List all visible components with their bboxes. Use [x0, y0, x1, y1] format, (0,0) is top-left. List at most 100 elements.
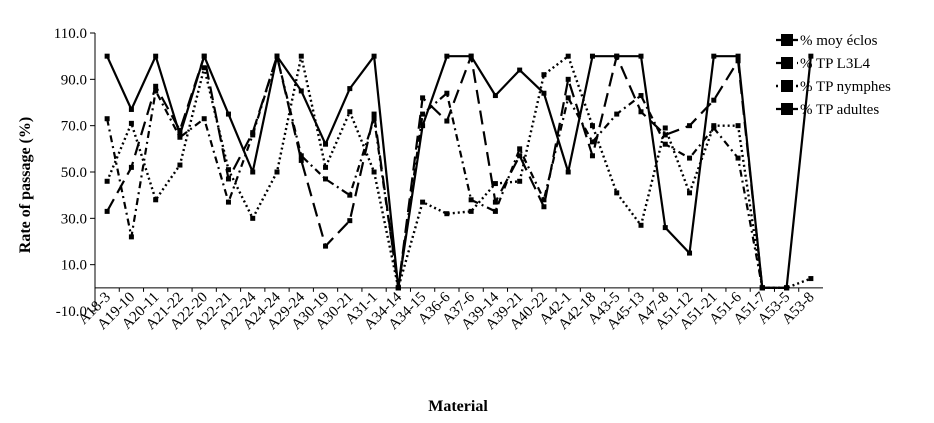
data-point — [104, 53, 110, 59]
data-point — [614, 53, 620, 59]
data-point — [468, 208, 474, 214]
data-point — [177, 127, 183, 133]
data-point — [735, 53, 741, 59]
legend-label: % TP L3L4 — [800, 56, 870, 72]
legend-label: % TP adultes — [800, 102, 879, 118]
data-point — [589, 139, 595, 145]
data-point — [274, 169, 280, 175]
data-point — [420, 199, 426, 205]
data-point — [177, 162, 183, 168]
legend-marker — [781, 103, 793, 115]
data-point — [565, 76, 571, 82]
data-point — [323, 141, 329, 147]
data-point — [492, 181, 498, 187]
data-point — [565, 95, 571, 101]
data-point — [517, 146, 523, 152]
data-point — [395, 285, 401, 291]
data-point — [468, 197, 474, 203]
data-point — [808, 53, 814, 59]
data-point — [347, 86, 353, 92]
data-point — [711, 53, 717, 59]
data-point — [735, 58, 741, 64]
data-point — [565, 53, 571, 59]
data-point — [177, 134, 183, 140]
data-point — [687, 123, 693, 129]
x-tick-labels: A18-3A19-10A20-11A21-22A22-20A22-21A22-2… — [76, 289, 818, 333]
data-point — [104, 208, 110, 214]
data-point — [711, 125, 717, 131]
data-point — [153, 88, 159, 94]
y-tick-label: 30.0 — [61, 211, 87, 227]
y-tick-label: 110.0 — [54, 26, 87, 42]
data-point — [517, 67, 523, 73]
data-point — [420, 95, 426, 101]
data-point — [614, 111, 620, 117]
data-point — [371, 111, 377, 117]
data-point — [589, 153, 595, 159]
data-point — [541, 197, 547, 203]
data-point — [662, 141, 668, 147]
data-point — [638, 109, 644, 115]
data-point — [444, 118, 450, 124]
data-point — [638, 93, 644, 99]
data-point — [298, 88, 304, 94]
data-point — [444, 53, 450, 59]
data-point — [250, 169, 256, 175]
legend: % moy éclos % TP L3L4 % TP nymphes % TP adu… — [776, 33, 891, 118]
data-point — [371, 169, 377, 175]
data-point — [541, 72, 547, 78]
legend-label: % TP nymphes — [800, 79, 891, 95]
data-point — [225, 167, 231, 173]
data-point — [662, 125, 668, 131]
data-point — [371, 53, 377, 59]
data-point — [735, 155, 741, 161]
data-point — [589, 53, 595, 59]
data-point — [201, 53, 207, 59]
legend-label: % moy éclos — [800, 33, 878, 49]
legend-marker — [781, 34, 793, 46]
data-point — [104, 178, 110, 184]
data-point — [347, 218, 353, 224]
data-point — [371, 116, 377, 122]
y-axis-title: Rate of passage (%) — [17, 117, 34, 253]
series-line-1 — [106, 55, 812, 289]
data-point — [784, 285, 790, 291]
data-point — [420, 123, 426, 129]
data-point — [225, 176, 231, 182]
data-point — [201, 116, 207, 122]
y-tick-label: 50.0 — [61, 165, 87, 181]
data-point — [614, 190, 620, 196]
data-point — [153, 53, 159, 59]
data-point — [687, 250, 693, 256]
data-point — [201, 65, 207, 71]
y-tick-label: 70.0 — [61, 119, 87, 135]
data-point — [444, 90, 450, 96]
data-point — [298, 53, 304, 59]
data-point — [128, 106, 134, 112]
data-point — [565, 169, 571, 175]
data-point — [662, 132, 668, 138]
data-point — [298, 157, 304, 163]
data-point — [420, 111, 426, 117]
data-point — [128, 234, 134, 240]
data-point — [153, 83, 159, 89]
y-tick-label: -10.0 — [56, 304, 87, 320]
data-point — [347, 192, 353, 198]
data-point — [638, 53, 644, 59]
data-point — [104, 116, 110, 122]
data-point — [687, 155, 693, 161]
series-line-3 — [105, 55, 812, 289]
data-point — [759, 285, 765, 291]
legend-marker — [781, 80, 793, 92]
legend-marker — [781, 57, 793, 69]
data-point — [444, 211, 450, 217]
data-point — [492, 93, 498, 99]
data-point — [323, 176, 329, 182]
data-point — [517, 153, 523, 159]
data-point — [468, 53, 474, 59]
data-point — [250, 215, 256, 221]
y-tick-label: 10.0 — [61, 258, 87, 274]
data-point — [128, 120, 134, 126]
data-point — [274, 53, 280, 59]
